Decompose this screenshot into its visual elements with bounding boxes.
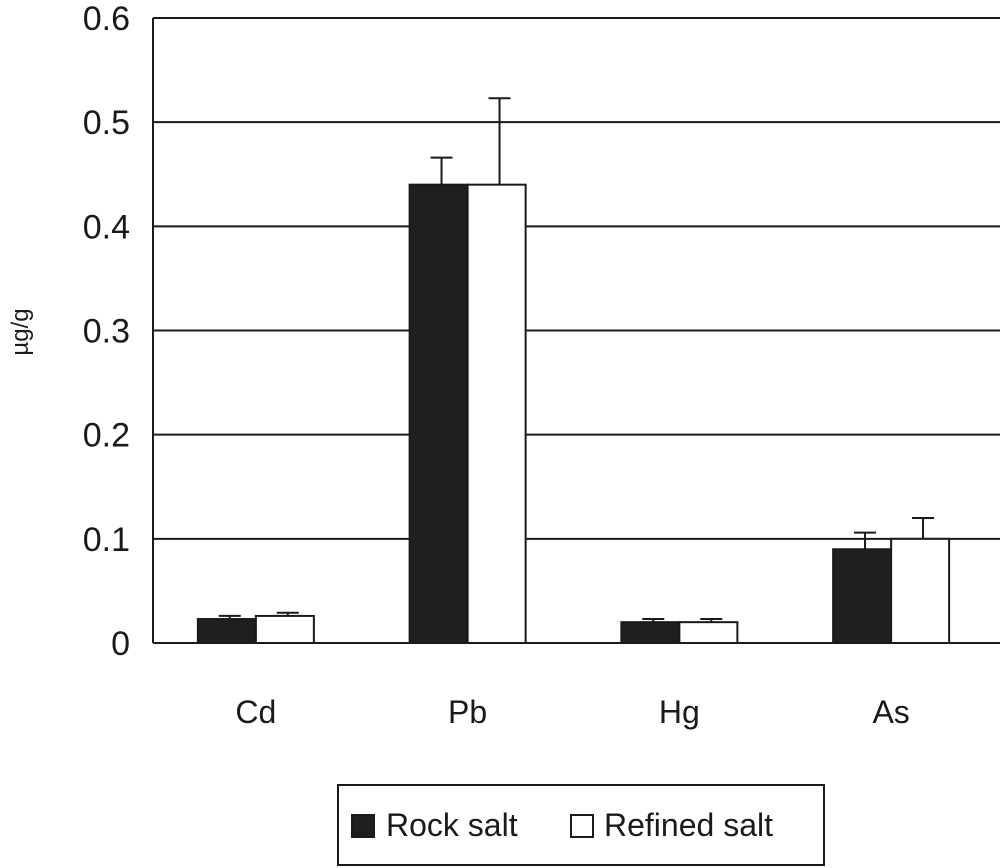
y-tick-label: 0.2: [83, 417, 130, 455]
legend-swatch-rock-salt: [351, 814, 375, 838]
gridlines: [153, 17, 1000, 540]
bar: [890, 537, 951, 644]
bar: [832, 548, 893, 644]
error-bars: [218, 97, 935, 623]
bar: [408, 183, 469, 645]
bar: [466, 183, 527, 645]
x-tick-label: Pb: [448, 694, 487, 730]
x-tick-label: Hg: [659, 694, 700, 730]
y-tick-label: 0.1: [83, 521, 130, 559]
y-tick-label: 0.5: [83, 104, 130, 142]
bar: [196, 618, 257, 645]
y-tick-label: 0.4: [83, 208, 130, 246]
y-tick-label: 0.6: [83, 0, 130, 38]
bar: [620, 621, 681, 645]
y-tick-label: 0.3: [83, 313, 130, 351]
legend-label-rock-salt: Rock salt: [386, 807, 518, 843]
legend-label-refined-salt: Refined salt: [604, 807, 773, 843]
bar: [678, 621, 739, 645]
bars: [196, 183, 951, 645]
x-tick-label: As: [872, 694, 909, 730]
bar: [254, 614, 315, 645]
x-tick-label: Cd: [235, 694, 276, 730]
y-axis-label: µg/g: [7, 308, 34, 355]
y-tick-labels: 0 0.1 0.2 0.3 0.4 0.5 0.6: [83, 0, 130, 663]
y-tick-label: 0: [111, 625, 130, 663]
legend: Rock salt Refined salt: [337, 784, 825, 866]
legend-swatch-refined-salt: [570, 814, 594, 838]
category-labels: Cd Pb Hg As: [235, 694, 909, 730]
